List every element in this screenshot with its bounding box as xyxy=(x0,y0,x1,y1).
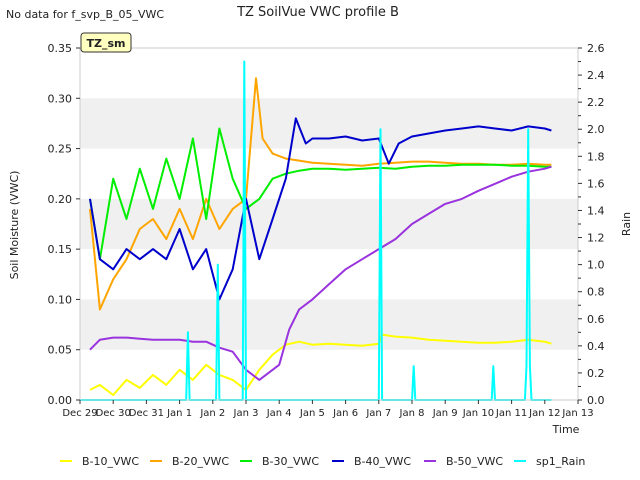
y2-tick-label: 1.8 xyxy=(587,150,605,163)
legend: B-10_VWC B-20_VWC B-30_VWC B-40_VWC B-50_VWC… xyxy=(60,455,585,468)
legend-item: B-40_VWC xyxy=(332,455,411,468)
legend-label: B-20_VWC xyxy=(172,455,229,468)
legend-item: B-50_VWC xyxy=(424,455,503,468)
y2-tick-label: 2.0 xyxy=(587,123,605,136)
grid-band xyxy=(80,299,578,350)
series-line-b-10-vwc xyxy=(89,333,552,396)
y2-tick-label: 0.8 xyxy=(587,286,605,299)
site-tag-label: TZ_sm xyxy=(87,37,126,50)
y2-tick-label: 1.2 xyxy=(587,232,605,245)
x-tick-label: Jan 3 xyxy=(233,408,259,419)
x-tick-label: Jan 6 xyxy=(332,408,358,419)
x-tick-label: Jan 11 xyxy=(495,408,527,419)
legend-label: B-50_VWC xyxy=(446,455,503,468)
series-line-b-30-vwc xyxy=(89,127,552,261)
y-tick-label: 0.25 xyxy=(48,143,73,156)
x-tick-label: Jan 5 xyxy=(299,408,325,419)
y2-tick-label: 0.4 xyxy=(587,340,605,353)
y-axis-right: 0.0 0.2 0.4 0.6 0.8 1.0 1.2 1.4 1.6 1.8 2.0 2.2 2.4 2… xyxy=(578,42,605,407)
y-tick-label: 0.15 xyxy=(48,243,73,256)
legend-item: B-30_VWC xyxy=(240,455,319,468)
x-axis-label: Time xyxy=(552,423,580,436)
grid-band xyxy=(80,98,578,149)
y-tick-label: 0.35 xyxy=(48,42,73,55)
legend-item: B-20_VWC xyxy=(150,455,229,468)
y-tick-label: 0.10 xyxy=(48,293,73,306)
y2-tick-label: 1.6 xyxy=(587,177,605,190)
y2-tick-label: 2.2 xyxy=(587,96,605,109)
y-tick-label: 0.30 xyxy=(48,92,73,105)
legend-label: sp1_Rain xyxy=(536,455,585,468)
y-tick-label: 0.00 xyxy=(48,394,73,407)
x-tick-label: Jan 1 xyxy=(166,408,192,419)
x-tick-label: Jan 2 xyxy=(199,408,225,419)
y2-tick-label: 1.4 xyxy=(587,204,605,217)
site-tag: TZ_sm xyxy=(80,32,132,53)
series-line-b-40-vwc xyxy=(89,117,552,301)
y2-tick-label: 2.6 xyxy=(587,42,605,55)
y2-tick-label: 1.0 xyxy=(587,259,605,272)
x-tick-label: Jan 10 xyxy=(462,408,494,419)
x-tick-label: Jan 8 xyxy=(399,408,425,419)
x-tick-label: Dec 30 xyxy=(96,408,131,419)
y-axis-label: Soil Moisture (VWC) xyxy=(8,171,21,280)
x-tick-label: Jan 4 xyxy=(266,408,292,419)
x-tick-label: Dec 29 xyxy=(62,408,97,419)
y2-tick-label: 0.0 xyxy=(587,394,605,407)
legend-label: B-40_VWC xyxy=(354,455,411,468)
y-axis-left: 0.00 0.05 0.10 0.15 0.20 0.25 0.30 0.35 xyxy=(48,42,80,407)
y-tick-label: 0.05 xyxy=(48,344,73,357)
y2-axis-label: Rain xyxy=(620,212,633,236)
x-tick-label: Dec 31 xyxy=(129,408,164,419)
y2-tick-label: 2.4 xyxy=(587,69,605,82)
x-tick-label: Jan 13 xyxy=(561,408,593,419)
chart-title: TZ SoilVue VWC profile B xyxy=(236,5,399,20)
plot-background xyxy=(80,48,578,400)
grid-band xyxy=(80,198,578,250)
legend-item: sp1_Rain xyxy=(514,455,585,468)
legend-label: B-10_VWC xyxy=(82,455,139,468)
series-line-b-50-vwc xyxy=(89,165,552,381)
legend-label: B-30_VWC xyxy=(262,455,319,468)
x-tick-label: Jan 7 xyxy=(365,408,391,419)
x-tick-label: Jan 12 xyxy=(528,408,560,419)
legend-item: B-10_VWC xyxy=(60,455,139,468)
y-tick-label: 0.20 xyxy=(48,193,73,206)
x-tick-label: Jan 9 xyxy=(432,408,458,419)
y2-tick-label: 0.6 xyxy=(587,313,605,326)
no-data-notice: No data for f_svp_B_05_VWC xyxy=(6,8,164,21)
y2-tick-label: 0.2 xyxy=(587,367,605,380)
